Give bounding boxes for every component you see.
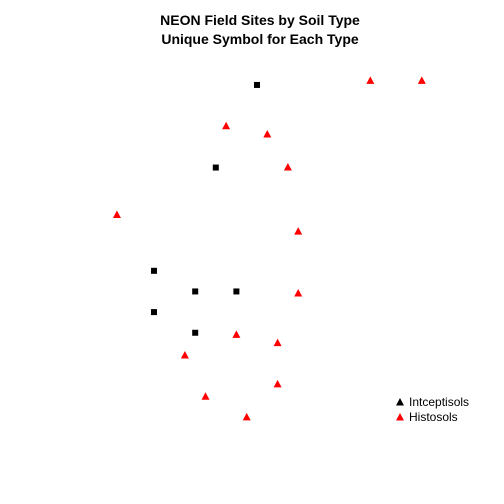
point-histosols-3 bbox=[263, 130, 272, 138]
point-histosols-0 bbox=[366, 76, 375, 84]
point-intceptisols-6 bbox=[192, 329, 199, 336]
point-histosols-13 bbox=[242, 412, 251, 421]
chart-subtitle: Unique Symbol for Each Type bbox=[161, 31, 359, 47]
legend-label-histosols: Histosols bbox=[409, 409, 458, 424]
point-histosols-5 bbox=[112, 210, 121, 219]
chart-title: NEON Field Sites by Soil Type bbox=[160, 12, 360, 28]
point-intceptisols-5 bbox=[151, 309, 157, 316]
point-histosols-8 bbox=[232, 330, 241, 338]
legend-triangle-icon bbox=[392, 397, 408, 407]
point-histosols-2 bbox=[222, 121, 231, 130]
legend-item-intceptisols: Intceptisols bbox=[392, 394, 469, 409]
point-histosols-7 bbox=[294, 289, 303, 297]
point-intceptisols-3 bbox=[192, 288, 199, 295]
legend-label-intceptisols: Intceptisols bbox=[409, 394, 470, 409]
point-intceptisols-2 bbox=[151, 267, 157, 274]
point-histosols-10 bbox=[180, 350, 189, 359]
point-histosols-9 bbox=[273, 338, 282, 347]
legend-item-histosols: Histosols bbox=[392, 409, 469, 424]
point-histosols-12 bbox=[201, 392, 210, 400]
legend-triangle-icon bbox=[392, 412, 408, 422]
legend: Intceptisols Histosols bbox=[392, 394, 469, 424]
point-histosols-1 bbox=[417, 76, 426, 84]
point-histosols-11 bbox=[273, 379, 282, 388]
point-intceptisols-4 bbox=[233, 288, 240, 295]
points-layer bbox=[112, 76, 426, 421]
point-histosols-4 bbox=[283, 163, 292, 171]
point-intceptisols-0 bbox=[254, 81, 260, 88]
point-intceptisols-1 bbox=[212, 164, 219, 171]
point-histosols-6 bbox=[294, 227, 303, 235]
